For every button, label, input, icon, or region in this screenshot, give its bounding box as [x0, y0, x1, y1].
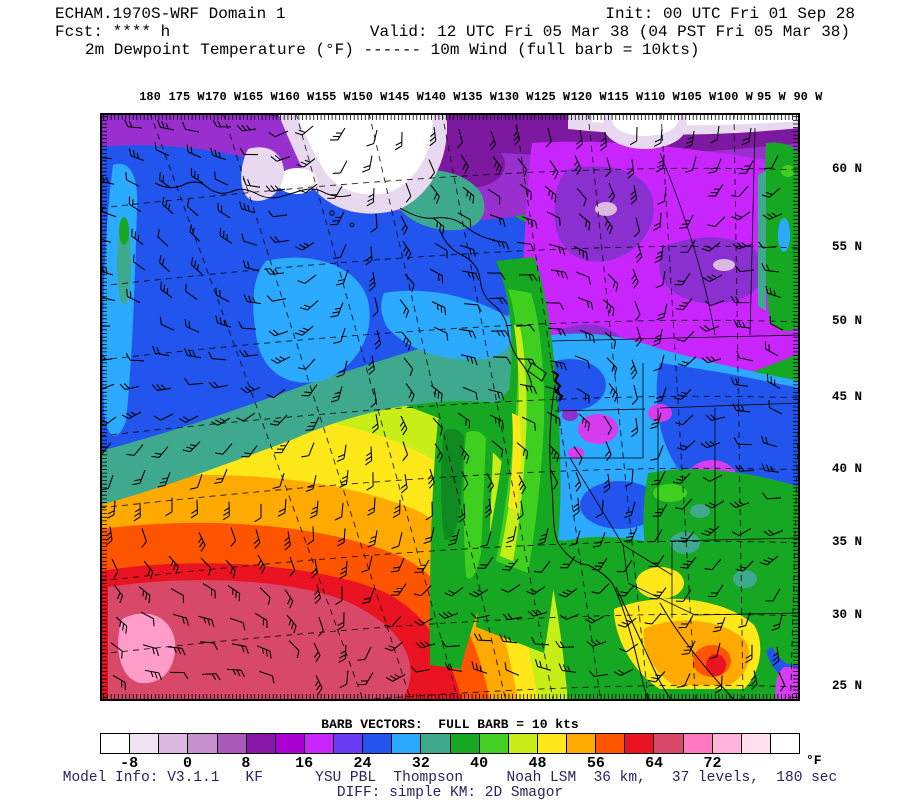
colorbar-tick-label: 0	[182, 755, 193, 772]
longitude-tick-label: 130 W	[497, 90, 534, 104]
colorbar-tick-label: 40	[470, 755, 489, 772]
valid-time-label: Valid: 12 UTC Fri 05 Mar 38 (04 PST Fri …	[369, 23, 850, 41]
colorbar-cell	[188, 734, 218, 753]
colorbar-cell	[130, 734, 160, 753]
colorbar-cell	[508, 734, 538, 753]
colorbar-cell	[217, 734, 247, 753]
field-description-label: 2m Dewpoint Temperature (°F) ------ 10m …	[85, 41, 700, 59]
colorbar-cell	[363, 734, 393, 753]
colorbar-cell	[654, 734, 684, 753]
latitude-tick-label: 50 N	[832, 314, 863, 328]
colorbar-cell	[683, 734, 713, 753]
model-domain-title: ECHAM.1970S-WRF Domain 1	[55, 5, 286, 23]
colorbar-cell	[770, 734, 799, 753]
latitude-tick-label: 35 N	[832, 535, 863, 549]
latitude-tick-label: 40 N	[832, 462, 863, 476]
longitude-tick-label: 150 W	[351, 90, 388, 104]
map-area	[100, 113, 800, 701]
colorbar-cell	[537, 734, 567, 753]
model-info-line: Model Info: V3.1.1 KF YSU PBL Thompson N…	[62, 770, 838, 786]
latitude-tick-label: 55 N	[832, 240, 863, 254]
longitude-tick-label: 135 W	[460, 90, 497, 104]
longitude-tick-label: 145 W	[387, 90, 424, 104]
colorbar-cell	[275, 734, 305, 753]
colorbar-cell	[304, 734, 334, 753]
colorbar-tick-label: 48	[528, 755, 547, 772]
colorbar-cell	[741, 734, 771, 753]
colorbar-cell	[625, 734, 655, 753]
longitude-tick-label: 140 W	[424, 90, 461, 104]
longitude-tick-label: 170 W	[205, 90, 242, 104]
longitude-tick-label: 155 W	[314, 90, 351, 104]
longitude-tick-label: 110 W	[643, 90, 680, 104]
latitude-tick-label: 45 N	[832, 390, 863, 404]
graticule-lines	[100, 113, 800, 701]
latitude-tick-label: 25 N	[832, 679, 863, 693]
latitude-tick-label: 60 N	[832, 162, 863, 176]
longitude-tick-label: 90 W	[793, 90, 823, 104]
dewpoint-colorbar	[100, 733, 800, 754]
diffusion-info-line: DIFF: simple KM: 2D Smagor	[336, 785, 564, 800]
map-svg	[100, 113, 800, 701]
colorbar-tick-label: 24	[353, 755, 372, 772]
longitude-tick-label: 125 W	[534, 90, 571, 104]
colorbar-cell	[450, 734, 480, 753]
colorbar-cell	[712, 734, 742, 753]
longitude-tick-label: 175 W	[168, 90, 205, 104]
colorbar-unit-label: °F	[806, 753, 822, 768]
colorbar-tick-label: 16	[295, 755, 314, 772]
colorbar-cell	[392, 734, 422, 753]
forecast-hour-label: Fcst: **** h	[55, 23, 171, 41]
longitude-tick-label: 165 W	[241, 90, 278, 104]
colorbar-cell	[101, 734, 131, 753]
longitude-tick-label: 180	[139, 90, 161, 104]
colorbar-cell	[246, 734, 276, 753]
wind-barbs	[100, 119, 786, 695]
map-frame-border	[100, 113, 800, 701]
colorbar-cell	[479, 734, 509, 753]
barb-vectors-note: BARB VECTORS: FULL BARB = 10 kts	[321, 717, 579, 732]
colorbar-tick-label: 56	[586, 755, 605, 772]
colorbar-cell	[596, 734, 626, 753]
latitude-tick-label: 30 N	[832, 608, 863, 622]
longitude-tick-label: 115 W	[607, 90, 644, 104]
colorbar-cell	[567, 734, 597, 753]
colorbar-tick-label: 32	[411, 755, 430, 772]
longitude-tick-label: 160 W	[278, 90, 315, 104]
longitude-tick-label: 120 W	[570, 90, 607, 104]
colorbar-tick-label: 72	[703, 755, 722, 772]
colorbar-cell	[334, 734, 364, 753]
init-time-label: Init: 00 UTC Fri 01 Sep 28	[605, 5, 855, 23]
colorbar-tick-label: 8	[241, 755, 251, 772]
colorbar-cell	[421, 734, 451, 753]
colorbar-cell	[159, 734, 189, 753]
colorbar-tick-label: 64	[645, 755, 664, 772]
colorbar-tick-label: -8	[120, 755, 139, 772]
longitude-tick-label: 100 W	[716, 90, 753, 104]
longitude-tick-label: 95 W	[756, 90, 786, 104]
longitude-tick-label: 105 W	[680, 90, 717, 104]
